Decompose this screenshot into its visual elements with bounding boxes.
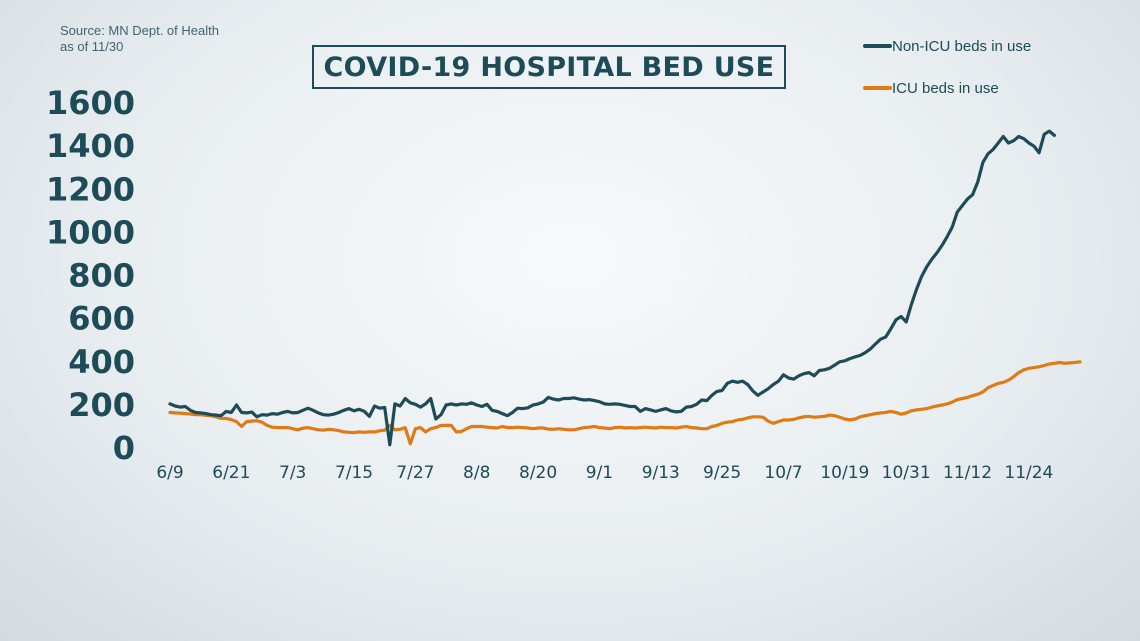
x-tick-label: 6/21 (212, 463, 250, 483)
series-line (168, 360, 1082, 446)
x-tick-label: 9/1 (586, 463, 613, 483)
source-note: Source: MN Dept. of Health as of 11/30 (60, 23, 219, 55)
y-tick-label: 400 (68, 343, 135, 381)
series-line (168, 129, 1056, 447)
x-tick-label: 9/25 (703, 463, 741, 483)
x-tick-label: 10/7 (764, 463, 802, 483)
x-tick-label: 7/15 (335, 463, 373, 483)
x-tick-label: 6/9 (156, 463, 183, 483)
y-tick-label: 600 (68, 300, 135, 338)
x-tick-label: 10/31 (882, 463, 931, 483)
x-tick-label: 8/20 (519, 463, 557, 483)
x-tick-label: 11/12 (943, 463, 992, 483)
y-tick-label: 1200 (46, 170, 135, 208)
y-axis: 0 200 400 600 800 1000 1200 1400 1600 (46, 84, 135, 467)
x-tick-label: 7/27 (396, 463, 434, 483)
chart-title-box: COVID-19 HOSPITAL BED USE (312, 45, 786, 89)
y-tick-label: 1000 (46, 213, 135, 251)
as-of-line: as of 11/30 (60, 39, 124, 54)
x-tick-label: 11/24 (1004, 463, 1053, 483)
x-tick-label: 8/8 (463, 463, 490, 483)
y-tick-label: 0 (113, 429, 135, 467)
source-line: Source: MN Dept. of Health (60, 23, 219, 38)
legend-label: ICU beds in use (892, 80, 999, 97)
chart-title: COVID-19 HOSPITAL BED USE (323, 51, 775, 83)
y-tick-label: 1600 (46, 84, 135, 122)
x-tick-label: 7/3 (279, 463, 306, 483)
legend-label: Non-ICU beds in use (892, 38, 1031, 55)
y-tick-label: 800 (68, 257, 135, 295)
x-tick-label: 10/19 (820, 463, 869, 483)
y-tick-label: 200 (68, 386, 135, 424)
legend: Non-ICU beds in use ICU beds in use (863, 38, 1031, 97)
x-axis: 6/9 6/21 7/3 7/15 7/27 8/8 8/20 9/1 9/13 9/25 10/7… (156, 463, 1053, 483)
y-tick-label: 1400 (46, 127, 135, 165)
plot-area (168, 129, 1082, 447)
x-tick-label: 9/13 (642, 463, 680, 483)
